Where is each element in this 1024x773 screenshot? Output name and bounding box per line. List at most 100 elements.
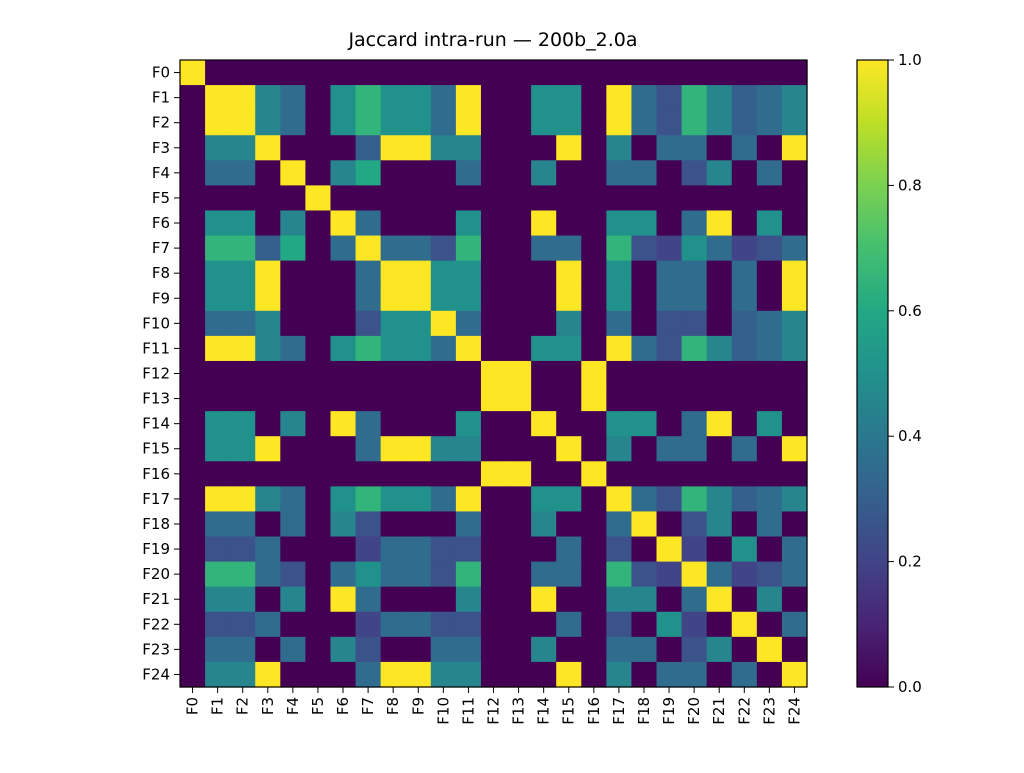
- x-tick-label: F5: [309, 697, 327, 715]
- heatmap-cell: [480, 611, 507, 638]
- heatmap-cell: [656, 536, 683, 563]
- heatmap-cell: [706, 611, 733, 638]
- heatmap-cell: [656, 260, 683, 287]
- heatmap-cell: [455, 210, 482, 237]
- x-tick-label: F20: [685, 697, 703, 725]
- heatmap-cell: [731, 511, 758, 538]
- heatmap-cell: [405, 160, 432, 186]
- heatmap-cell: [531, 436, 557, 462]
- heatmap-cell: [706, 60, 733, 86]
- heatmap-cell: [631, 135, 658, 161]
- heatmap-cell: [305, 461, 332, 487]
- heatmap-cell: [255, 310, 281, 337]
- heatmap-cell: [581, 60, 607, 86]
- heatmap-cell: [581, 185, 607, 212]
- heatmap-cell: [631, 285, 658, 312]
- y-tick-label: F24: [142, 665, 170, 683]
- heatmap-cell: [581, 285, 607, 312]
- heatmap-cell: [606, 310, 633, 337]
- heatmap-cell: [455, 461, 482, 487]
- heatmap-cell: [531, 235, 557, 262]
- heatmap-cell: [255, 185, 281, 212]
- heatmap-cell: [781, 461, 808, 487]
- heatmap-cell: [405, 185, 432, 212]
- heatmap-cell: [230, 285, 256, 312]
- heatmap-cell: [756, 360, 783, 387]
- heatmap-cell: [681, 360, 708, 387]
- heatmap-cell: [656, 85, 683, 111]
- heatmap-cell: [355, 536, 382, 563]
- heatmap-cell: [430, 85, 457, 111]
- heatmap-cell: [355, 411, 382, 437]
- heatmap-cell: [531, 285, 557, 312]
- heatmap-cell: [781, 335, 808, 362]
- heatmap-cell: [606, 185, 633, 212]
- heatmap-cell: [731, 235, 758, 262]
- heatmap-cell: [380, 511, 407, 538]
- heatmap-cell: [480, 235, 507, 262]
- heatmap-cell: [380, 335, 407, 362]
- heatmap-cell: [556, 411, 582, 437]
- heatmap-cell: [556, 310, 582, 337]
- heatmap-cell: [556, 60, 582, 86]
- x-tick-label: F24: [785, 697, 803, 725]
- heatmap-cell: [480, 335, 507, 362]
- heatmap-cell: [230, 636, 256, 663]
- heatmap-cell: [756, 260, 783, 287]
- heatmap-cell: [681, 536, 708, 563]
- heatmap-cell: [405, 411, 432, 437]
- heatmap-cell: [480, 360, 507, 387]
- heatmap-cell: [581, 511, 607, 538]
- heatmap-cell: [280, 60, 306, 86]
- heatmap-cell: [756, 160, 783, 186]
- heatmap-cell: [681, 210, 708, 237]
- x-tick-label: F17: [610, 697, 628, 725]
- heatmap-cell: [581, 160, 607, 186]
- x-tick-label: F12: [485, 697, 503, 725]
- heatmap-cell: [280, 85, 306, 111]
- y-tick-label: F15: [142, 440, 170, 458]
- heatmap-cell: [205, 636, 231, 663]
- colorbar-tick-label: 0.2: [898, 553, 922, 571]
- heatmap-cell: [205, 85, 231, 111]
- heatmap-cell: [631, 310, 658, 337]
- heatmap-cell: [581, 260, 607, 287]
- heatmap-cell: [506, 135, 532, 161]
- heatmap-cell: [681, 260, 708, 287]
- heatmap-cell: [506, 85, 532, 111]
- heatmap-cell: [781, 285, 808, 312]
- heatmap-cell: [180, 85, 206, 111]
- heatmap-cell: [180, 335, 206, 362]
- heatmap-cell: [430, 511, 457, 538]
- heatmap-cell: [380, 536, 407, 563]
- heatmap-cell: [756, 310, 783, 337]
- heatmap-cell: [205, 135, 231, 161]
- heatmap-cell: [756, 436, 783, 462]
- heatmap-cell: [255, 486, 281, 513]
- heatmap-cell: [180, 260, 206, 287]
- heatmap-cell: [731, 185, 758, 212]
- heatmap-cell: [606, 661, 633, 688]
- heatmap-cell: [255, 511, 281, 538]
- heatmap-cell: [405, 85, 432, 111]
- heatmap-cell: [355, 160, 382, 186]
- heatmap-cell: [656, 611, 683, 638]
- heatmap-cell: [380, 461, 407, 487]
- heatmap-cell: [756, 335, 783, 362]
- heatmap-cell: [330, 310, 357, 337]
- heatmap-cell: [430, 210, 457, 237]
- heatmap-cell: [581, 486, 607, 513]
- y-tick-label: F20: [142, 565, 170, 583]
- heatmap-cell: [305, 60, 332, 86]
- heatmap-cell: [280, 360, 306, 387]
- heatmap-cell: [255, 235, 281, 262]
- heatmap-cell: [731, 486, 758, 513]
- heatmap-cell: [556, 335, 582, 362]
- heatmap-cell: [205, 661, 231, 688]
- heatmap-cell: [355, 260, 382, 287]
- heatmap-cell: [330, 135, 357, 161]
- heatmap-cell: [531, 185, 557, 212]
- heatmap-cell: [230, 135, 256, 161]
- heatmap-cell: [581, 386, 607, 412]
- heatmap-cell: [581, 536, 607, 563]
